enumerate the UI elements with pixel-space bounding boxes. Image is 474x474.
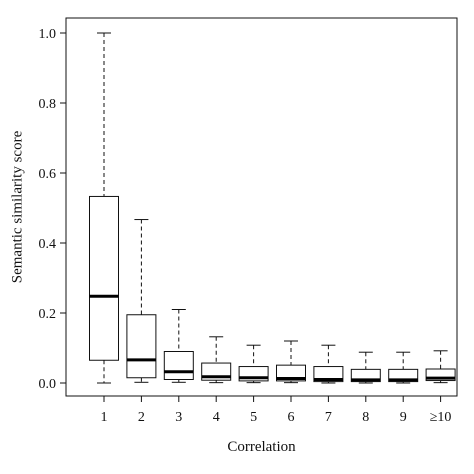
box-body	[425, 368, 456, 382]
box-7	[313, 344, 344, 384]
y-tick-label: 0.0	[39, 377, 57, 392]
y-tick-label: 0.6	[39, 167, 57, 182]
x-tick-label: 1	[101, 410, 108, 425]
box-8	[350, 351, 381, 384]
x-tick-label: 2	[138, 410, 145, 425]
box-1	[89, 32, 119, 384]
box-body	[126, 314, 157, 379]
x-tick-label: 5	[250, 410, 257, 425]
box-body	[89, 195, 119, 361]
box-10	[425, 350, 456, 384]
x-tick-label: ≥10	[430, 410, 452, 425]
y-tick-label: 0.2	[39, 307, 57, 322]
x-tick-label: 7	[325, 410, 332, 425]
y-tick-label: 1.0	[39, 27, 57, 42]
x-tick-label: 9	[400, 410, 407, 425]
x-tick-label: 6	[288, 410, 295, 425]
box-body	[163, 351, 194, 380]
y-tick-label: 0.4	[39, 237, 57, 252]
x-axis-title: Correlation	[227, 439, 296, 455]
y-axis: 0.0 0.2 0.4 0.6 0.8 1.0	[39, 27, 66, 392]
y-tick-label: 0.8	[39, 97, 57, 112]
plot-border	[65, 17, 458, 397]
box-2	[126, 219, 157, 383]
x-tick-label: 8	[362, 410, 369, 425]
box-6	[276, 340, 306, 384]
x-axis: 1 2 3 4 5 6 7 8 9 ≥10	[101, 396, 452, 425]
box-5	[238, 344, 269, 384]
plot-frame	[65, 17, 458, 397]
box-9	[388, 351, 419, 384]
boxes	[89, 32, 456, 384]
box-4	[201, 336, 232, 384]
x-tick-label: 3	[175, 410, 182, 425]
y-axis-title: Semantic similarity score	[9, 130, 25, 283]
box-body	[313, 366, 344, 383]
box-3	[163, 309, 194, 383]
x-tick-label: 4	[213, 410, 220, 425]
